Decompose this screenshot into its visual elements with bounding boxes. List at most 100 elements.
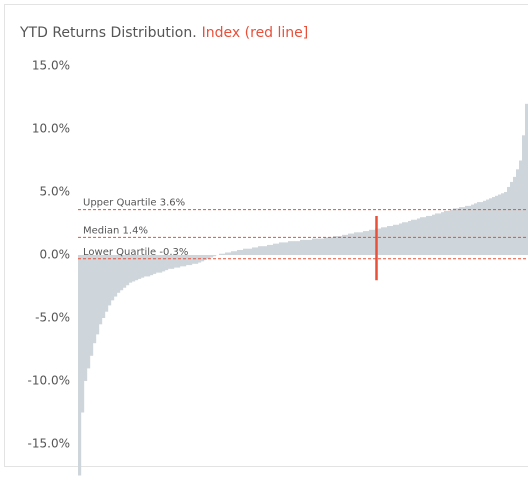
bar	[504, 192, 508, 255]
bar	[396, 224, 400, 255]
bar	[147, 255, 151, 277]
bar	[207, 255, 211, 259]
bar	[435, 213, 439, 255]
bar	[93, 255, 97, 344]
bar	[138, 255, 142, 279]
bar	[444, 210, 448, 255]
bar	[255, 247, 259, 255]
bar	[228, 252, 232, 255]
bar	[183, 255, 187, 267]
bar	[306, 239, 310, 255]
bar	[513, 176, 517, 255]
bar	[369, 229, 373, 255]
bar	[180, 255, 184, 267]
bar	[210, 255, 214, 258]
bar	[393, 224, 397, 255]
bar	[261, 246, 265, 255]
bar	[243, 248, 247, 255]
bar	[336, 236, 340, 255]
bar	[162, 255, 166, 272]
reference-label: Median 1.4%	[83, 225, 148, 236]
title: YTD Returns Distribution.	[19, 25, 197, 41]
bar	[516, 169, 520, 255]
bar	[342, 234, 346, 255]
bar	[498, 194, 502, 255]
bar	[84, 255, 88, 381]
bar	[468, 205, 472, 255]
bar	[402, 222, 406, 255]
bar	[126, 255, 130, 286]
bar	[135, 255, 139, 281]
bar	[474, 203, 478, 255]
bar	[105, 255, 109, 312]
bar	[348, 233, 352, 255]
bar	[288, 241, 292, 255]
bar	[324, 237, 328, 255]
bar	[441, 212, 445, 255]
bar	[177, 255, 181, 268]
bar	[357, 232, 361, 255]
bar	[432, 214, 436, 255]
bar	[192, 255, 196, 264]
bar	[291, 241, 295, 255]
bar	[87, 255, 91, 369]
y-tick-label: -15.0%	[28, 437, 70, 451]
bar	[174, 255, 178, 268]
bar	[423, 217, 427, 255]
bar	[171, 255, 175, 269]
bar	[519, 160, 523, 255]
chart-title: YTD Returns Distribution. Index (red line…	[19, 25, 308, 41]
bar	[300, 239, 304, 255]
bar	[204, 255, 208, 261]
bar	[246, 248, 250, 255]
bar	[258, 246, 262, 255]
bar	[315, 238, 319, 255]
bar	[489, 198, 493, 255]
bar	[438, 213, 442, 255]
bar	[270, 244, 274, 255]
bar	[267, 244, 271, 255]
bar	[471, 204, 475, 255]
bar	[333, 236, 337, 255]
bar	[273, 243, 277, 255]
bar	[327, 237, 331, 255]
bar	[381, 227, 385, 255]
bar	[219, 253, 223, 255]
bar	[450, 209, 454, 255]
bar	[189, 255, 193, 266]
bar	[477, 202, 481, 255]
bar	[507, 186, 511, 255]
bar	[150, 255, 154, 276]
bar	[456, 208, 460, 255]
bar	[318, 238, 322, 255]
bar	[429, 215, 433, 255]
bar	[486, 199, 490, 255]
bar	[237, 249, 241, 255]
bar	[363, 231, 367, 255]
bar	[234, 251, 238, 255]
bar	[120, 255, 124, 291]
bar	[351, 233, 355, 255]
bar	[96, 255, 100, 335]
bar	[309, 239, 313, 255]
bar	[117, 255, 121, 293]
bar	[129, 255, 133, 283]
bar	[408, 220, 412, 255]
bar	[225, 252, 229, 255]
bar	[330, 237, 334, 255]
bar	[231, 251, 235, 255]
plot-area	[78, 103, 528, 476]
y-tick-label: -10.0%	[28, 374, 70, 388]
bar	[81, 255, 85, 413]
bar	[405, 222, 409, 255]
bar	[159, 255, 163, 273]
bar	[186, 255, 190, 266]
bar	[78, 255, 82, 476]
bar	[462, 207, 466, 255]
bar	[495, 195, 499, 255]
bar	[285, 242, 289, 255]
bar	[426, 215, 430, 255]
y-tick-label: 5.0%	[40, 185, 71, 199]
